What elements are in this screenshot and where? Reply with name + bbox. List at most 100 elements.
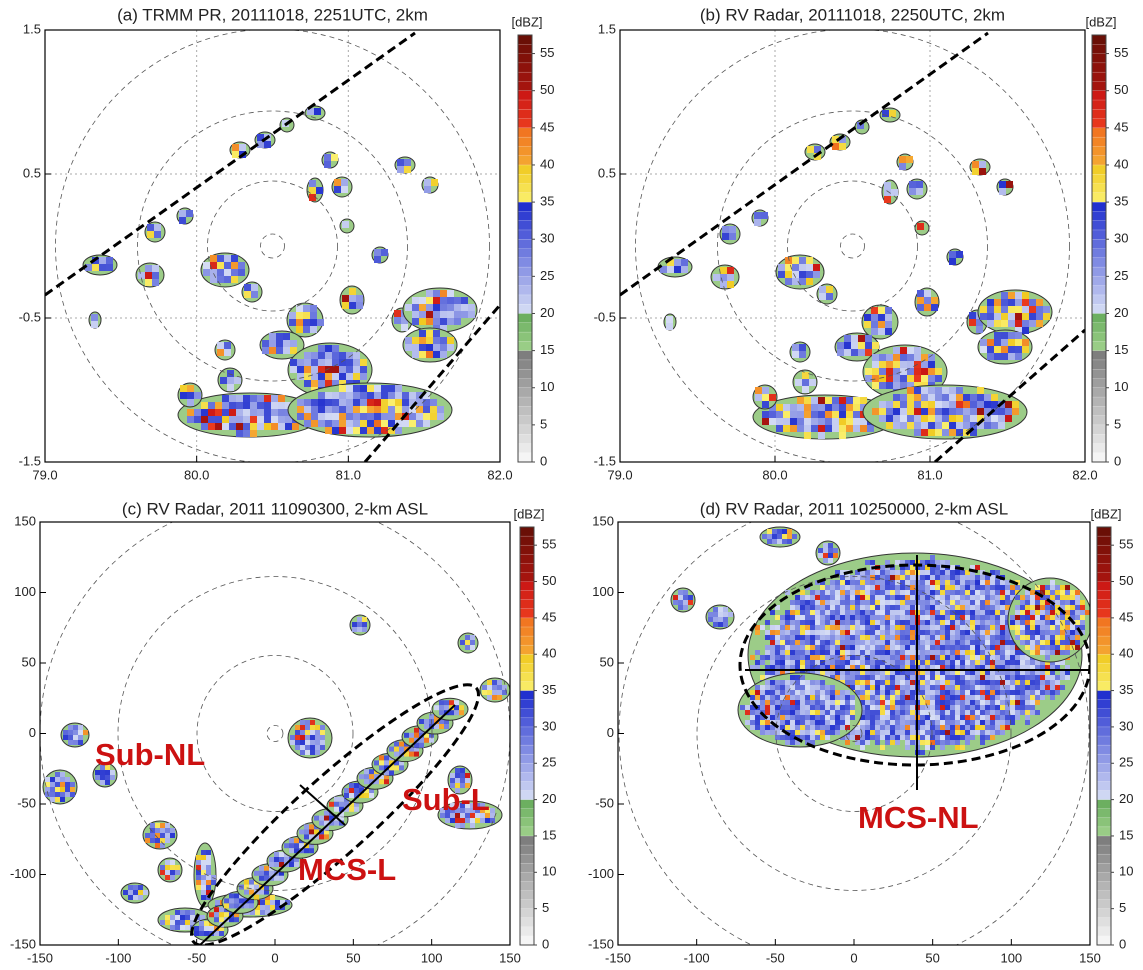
echo-cell: [900, 650, 905, 655]
echo-cell: [846, 397, 853, 404]
echo-cell: [440, 344, 447, 351]
echo-cell: [910, 645, 915, 650]
echo-cell: [439, 705, 444, 710]
echo-cell: [893, 382, 900, 389]
colorbar-band: [1097, 691, 1111, 700]
echo-cell: [250, 395, 257, 402]
echo-cell: [940, 680, 945, 685]
echo-cell: [68, 725, 73, 730]
x-tick-label: 81.0: [917, 467, 942, 482]
echo-cell: [440, 318, 447, 325]
echo-cell: [845, 695, 850, 700]
echo-cell: [950, 685, 955, 690]
echo-cell: [262, 340, 269, 347]
echo-cell: [1055, 625, 1060, 630]
echo-cell: [745, 720, 750, 725]
colorbar-band: [518, 276, 532, 285]
echo-cell: [73, 730, 78, 735]
echo-cell: [152, 279, 159, 286]
echo-cell: [1015, 346, 1022, 353]
echo-cell: [840, 660, 845, 665]
echo-cell: [423, 399, 430, 406]
echo-cell: [65, 792, 70, 797]
colorbar-tick-label: 10: [1114, 379, 1128, 394]
echo-cell: [91, 314, 98, 321]
echo-cell: [150, 823, 155, 828]
echo-cell: [890, 675, 895, 680]
echo-cell: [835, 600, 840, 605]
echo-cell: [790, 720, 795, 725]
echo-cell: [1055, 680, 1060, 685]
echo-cell: [895, 640, 900, 645]
echo-cell: [910, 730, 915, 735]
echo-cell: [755, 660, 760, 665]
echo-cell: [251, 284, 258, 291]
echo-cell: [890, 605, 895, 610]
echo-cell: [332, 420, 339, 427]
echo-cell: [339, 413, 346, 420]
echo-cell: [850, 715, 855, 720]
echo-cell: [860, 600, 865, 605]
echo-cell: [1055, 690, 1060, 695]
echo-cell: [1000, 580, 1005, 585]
echo-cell: [318, 420, 325, 427]
echo-cell: [960, 655, 965, 660]
echo-cell: [940, 615, 945, 620]
colorbar-band: [520, 527, 534, 536]
echo-cell: [412, 351, 419, 358]
echo-cell: [423, 420, 430, 427]
echo-cell: [296, 319, 303, 326]
echo-cell: [830, 720, 835, 725]
echo-cell: [965, 660, 970, 665]
echo-cell: [215, 416, 222, 423]
echo-cell: [914, 429, 921, 436]
echo-cell: [805, 625, 810, 630]
echo-cell: [243, 402, 250, 409]
echo-cell: [949, 415, 956, 422]
echo-cell: [950, 675, 955, 680]
echo-cell: [990, 690, 995, 695]
echo-cell: [980, 575, 985, 580]
echo-cell: [63, 735, 68, 740]
x-tick-label: -150: [27, 950, 53, 965]
echo-cell: [419, 318, 426, 325]
echo-cell: [762, 418, 769, 425]
echo-cell: [945, 655, 950, 660]
echo-cell: [800, 605, 805, 610]
echo-cell: [1015, 680, 1020, 685]
echo-cell: [980, 710, 985, 715]
echo-cell: [840, 695, 845, 700]
colorbar-band: [1097, 527, 1111, 536]
echo-cell: [236, 416, 243, 423]
echo-cell: [950, 740, 955, 745]
echo-cell: [309, 194, 316, 201]
echo-cell: [905, 690, 910, 695]
echo-cell: [945, 695, 950, 700]
echo-cell: [930, 625, 935, 630]
echo-cell: [855, 580, 860, 585]
echo-cell: [920, 680, 925, 685]
colorbar-band: [1092, 313, 1106, 322]
echo-cell: [394, 747, 399, 752]
echo-cell: [935, 387, 942, 394]
echo-cell: [795, 730, 800, 735]
echo-cell: [447, 337, 454, 344]
colorbar-band: [1092, 332, 1106, 341]
colorbar-tick-label: 0: [542, 936, 549, 951]
echo-cell: [840, 585, 845, 590]
colorbar-band: [518, 119, 532, 128]
echo-cell: [155, 843, 160, 848]
echo-cell: [955, 660, 960, 665]
echo-cell: [465, 645, 470, 650]
echo-cell: [880, 685, 885, 690]
echo-cell: [914, 394, 921, 401]
colorbar-band: [518, 81, 532, 90]
colorbar-band: [520, 863, 534, 872]
echo-cell: [1070, 605, 1075, 610]
echo-cell: [799, 257, 806, 264]
echo-cell: [850, 585, 855, 590]
echo-cell: [853, 404, 860, 411]
echo-cell: [150, 838, 155, 843]
echo-cell: [1040, 630, 1045, 635]
echo-cell: [666, 316, 673, 323]
